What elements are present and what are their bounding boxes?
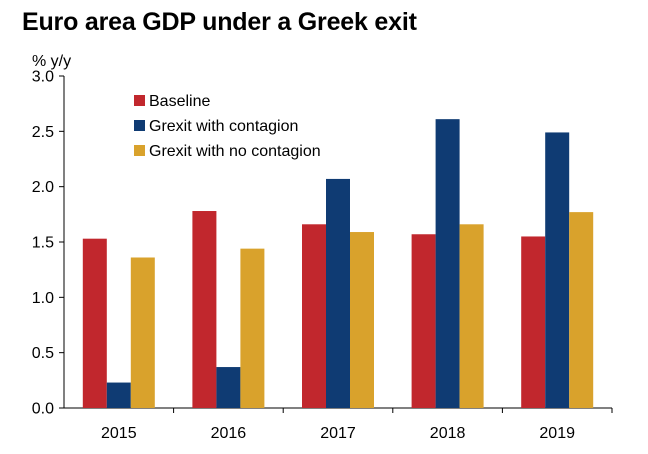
y-tick-label: 3.0 [32, 69, 54, 86]
bars [82, 119, 594, 408]
y-tick-label: 1.5 [32, 235, 54, 252]
legend-label: Grexit with no contagion [149, 143, 321, 160]
bar-grexit-with-contagion-2016 [216, 367, 241, 408]
bar-grexit-with-no-contagion-2015 [130, 257, 155, 408]
legend-swatch [134, 120, 145, 131]
legend-label: Baseline [149, 93, 210, 110]
bar-grexit-with-no-contagion-2019 [569, 212, 594, 408]
legend-label: Grexit with contagion [149, 118, 298, 135]
y-tick-label: 2.5 [32, 124, 54, 141]
bar-baseline-2017 [302, 224, 326, 408]
x-axis: 2015 2016 2017 2018 2019 [64, 407, 613, 442]
y-tick-label: 1.0 [32, 290, 54, 307]
y-tick-label: 0.0 [32, 401, 54, 418]
bar-baseline-2018 [411, 234, 436, 408]
legend: Baseline Grexit with contagion Grexit with… [134, 93, 321, 160]
y-axis-unit-label: % y/y [32, 53, 71, 70]
x-tick-label: 2015 [101, 425, 137, 442]
bar-grexit-with-contagion-2017 [326, 178, 350, 408]
x-tick-label: 2016 [211, 425, 247, 442]
x-tick-label: 2019 [539, 425, 575, 442]
legend-swatch [134, 145, 145, 156]
y-tick-label: 2.0 [32, 179, 54, 196]
bar-baseline-2016 [192, 211, 217, 408]
bar-grexit-with-no-contagion-2016 [240, 248, 265, 408]
bar-baseline-2019 [521, 236, 546, 408]
chart-title: Euro area GDP under a Greek exit [22, 8, 417, 36]
bar-grexit-with-no-contagion-2017 [350, 232, 374, 408]
legend-swatch [134, 95, 145, 106]
bar-grexit-with-contagion-2015 [106, 382, 131, 408]
bar-grexit-with-contagion-2018 [435, 119, 460, 408]
bar-grexit-with-no-contagion-2018 [459, 224, 484, 408]
bar-baseline-2015 [82, 238, 107, 408]
bar-grexit-with-contagion-2019 [545, 132, 570, 408]
y-tick-label: 0.5 [32, 345, 54, 362]
y-axis: 0.0 0.5 1.0 1.5 2.0 2.5 3.0 [32, 69, 65, 418]
x-tick-label: 2017 [320, 425, 356, 442]
x-tick-label: 2018 [430, 425, 466, 442]
